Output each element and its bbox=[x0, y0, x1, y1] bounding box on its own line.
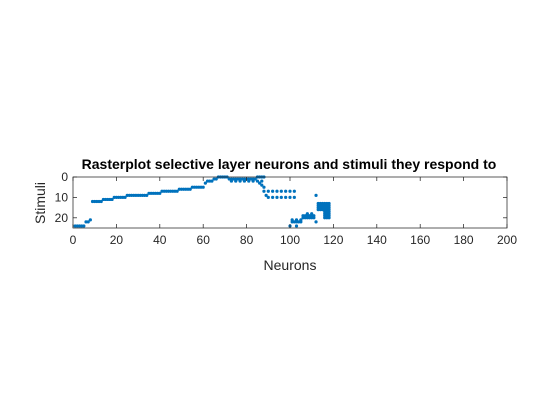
x-tick-label: 40 bbox=[153, 233, 167, 247]
x-tick-label: 160 bbox=[410, 233, 430, 247]
data-point bbox=[110, 197, 114, 202]
data-point bbox=[242, 179, 247, 183]
data-point bbox=[247, 179, 251, 183]
x-tick-label: 180 bbox=[454, 233, 474, 247]
data-point bbox=[314, 220, 318, 224]
data-point bbox=[251, 179, 255, 183]
x-tick-label: 0 bbox=[70, 233, 77, 247]
data-point bbox=[123, 195, 127, 199]
data-point bbox=[229, 179, 234, 183]
data-point bbox=[310, 212, 314, 216]
data-point bbox=[201, 185, 205, 189]
data-point bbox=[299, 218, 303, 222]
data-point bbox=[292, 195, 296, 199]
data-point bbox=[82, 224, 86, 228]
data-point bbox=[238, 179, 242, 183]
data-point bbox=[262, 189, 266, 193]
data-point bbox=[234, 179, 238, 183]
chart-title: Rasterplot selective layer neurons and s… bbox=[82, 156, 497, 172]
data-point bbox=[253, 177, 257, 181]
data-point bbox=[294, 224, 299, 228]
data-point bbox=[86, 220, 90, 224]
data-point bbox=[279, 195, 283, 199]
data-point bbox=[327, 216, 331, 220]
x-axis-label: Neurons bbox=[264, 257, 317, 273]
data-point bbox=[264, 193, 268, 197]
data-point bbox=[271, 189, 275, 193]
data-point bbox=[203, 181, 207, 185]
data-point bbox=[262, 185, 266, 189]
data-point bbox=[288, 189, 292, 193]
data-point bbox=[145, 193, 149, 197]
y-tick-label: 10 bbox=[55, 190, 69, 204]
x-axis: 0 20 40 60 80 100 120 140 160 180 200 bbox=[70, 177, 517, 247]
data-point bbox=[271, 195, 275, 199]
data-point bbox=[275, 189, 279, 193]
data-point bbox=[294, 218, 299, 222]
x-tick-label: 20 bbox=[110, 233, 124, 247]
x-tick-label: 60 bbox=[197, 233, 211, 247]
data-point bbox=[279, 189, 283, 193]
x-tick-label: 100 bbox=[280, 233, 300, 247]
data-point bbox=[158, 191, 162, 195]
data-point bbox=[255, 179, 260, 183]
data-point bbox=[266, 189, 270, 193]
y-tick-label: 0 bbox=[61, 170, 68, 184]
data-point bbox=[88, 218, 92, 222]
data-point bbox=[305, 212, 309, 216]
x-tick-label: 200 bbox=[497, 233, 517, 247]
y-axis: 0 10 20 bbox=[55, 170, 507, 225]
data-point bbox=[292, 189, 296, 193]
data-point bbox=[175, 189, 179, 193]
y-tick-label: 20 bbox=[55, 211, 69, 225]
data-point bbox=[214, 177, 218, 181]
y-axis-label: Stimuli bbox=[32, 182, 48, 224]
data-point bbox=[290, 218, 294, 222]
data-point bbox=[288, 195, 292, 199]
data-point bbox=[260, 183, 264, 187]
data-point bbox=[314, 193, 318, 197]
x-tick-label: 140 bbox=[367, 233, 387, 247]
data-point bbox=[284, 195, 288, 199]
data-point bbox=[210, 179, 214, 183]
x-tick-label: 80 bbox=[240, 233, 254, 247]
plot-frame bbox=[72, 176, 508, 229]
data-point bbox=[188, 187, 192, 191]
data-point bbox=[312, 216, 316, 220]
x-tick-label: 120 bbox=[323, 233, 343, 247]
scatter-points bbox=[73, 175, 331, 228]
data-point bbox=[99, 199, 103, 204]
data-point bbox=[275, 195, 279, 199]
data-point bbox=[266, 195, 270, 199]
data-point bbox=[260, 179, 264, 183]
data-point bbox=[258, 181, 262, 185]
data-point bbox=[284, 189, 288, 193]
